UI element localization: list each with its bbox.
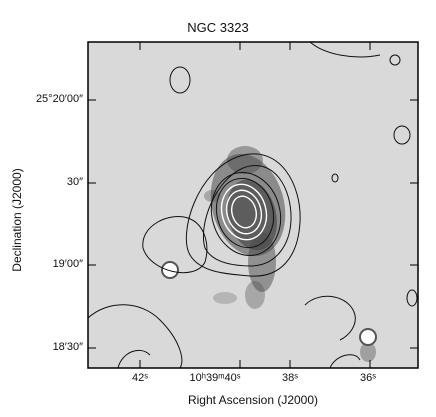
plot-frame	[87, 41, 419, 369]
figure-title: NGC 3323	[187, 20, 249, 35]
axis-ticks	[88, 42, 418, 368]
y-tick-label: 18′30″	[52, 341, 83, 353]
y-tick-label: 25°20′00″	[35, 93, 83, 105]
radio-contours	[87, 41, 418, 369]
y-tick-label: 30″	[66, 176, 83, 188]
x-tick-label: 36ˢ	[360, 372, 376, 384]
x-tick-label: 38ˢ	[282, 372, 298, 384]
x-axis-label: Right Ascension (J2000)	[187, 393, 319, 407]
x-tick-label: 10ʰ39ᵐ40ˢ	[189, 372, 241, 384]
y-axis-label: Declination (J2000)	[10, 168, 24, 272]
y-tick-label: 19′00″	[52, 258, 83, 270]
x-tick-label: 42ˢ	[132, 372, 148, 384]
foreground-stars	[161, 261, 377, 346]
